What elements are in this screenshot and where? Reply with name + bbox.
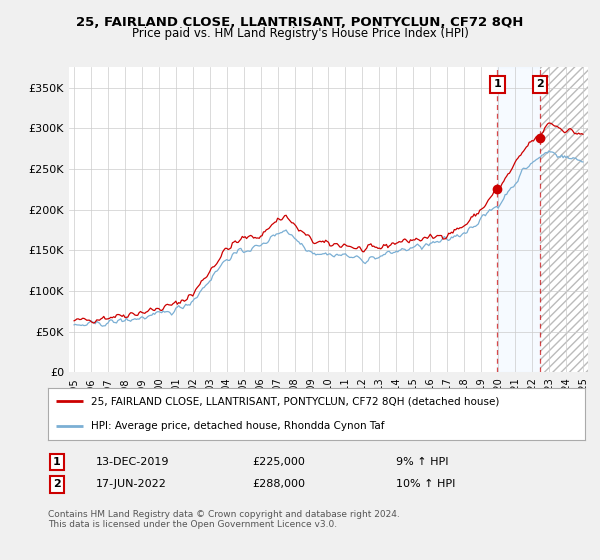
Text: 25, FAIRLAND CLOSE, LLANTRISANT, PONTYCLUN, CF72 8QH (detached house): 25, FAIRLAND CLOSE, LLANTRISANT, PONTYCL…: [91, 396, 499, 407]
Text: 13-DEC-2019: 13-DEC-2019: [96, 457, 170, 467]
Text: 17-JUN-2022: 17-JUN-2022: [96, 479, 167, 489]
Text: Contains HM Land Registry data © Crown copyright and database right 2024.
This d: Contains HM Land Registry data © Crown c…: [48, 510, 400, 529]
Text: Price paid vs. HM Land Registry's House Price Index (HPI): Price paid vs. HM Land Registry's House …: [131, 27, 469, 40]
Text: 2: 2: [536, 80, 544, 90]
Text: 10% ↑ HPI: 10% ↑ HPI: [396, 479, 455, 489]
Text: 1: 1: [53, 457, 61, 467]
Text: HPI: Average price, detached house, Rhondda Cynon Taf: HPI: Average price, detached house, Rhon…: [91, 421, 385, 431]
Text: £225,000: £225,000: [252, 457, 305, 467]
Bar: [497, 67, 540, 372]
Text: 9% ↑ HPI: 9% ↑ HPI: [396, 457, 449, 467]
Bar: [540, 67, 588, 372]
Text: 1: 1: [494, 80, 501, 90]
Text: 25, FAIRLAND CLOSE, LLANTRISANT, PONTYCLUN, CF72 8QH: 25, FAIRLAND CLOSE, LLANTRISANT, PONTYCL…: [76, 16, 524, 29]
Text: 2: 2: [53, 479, 61, 489]
Text: £288,000: £288,000: [252, 479, 305, 489]
